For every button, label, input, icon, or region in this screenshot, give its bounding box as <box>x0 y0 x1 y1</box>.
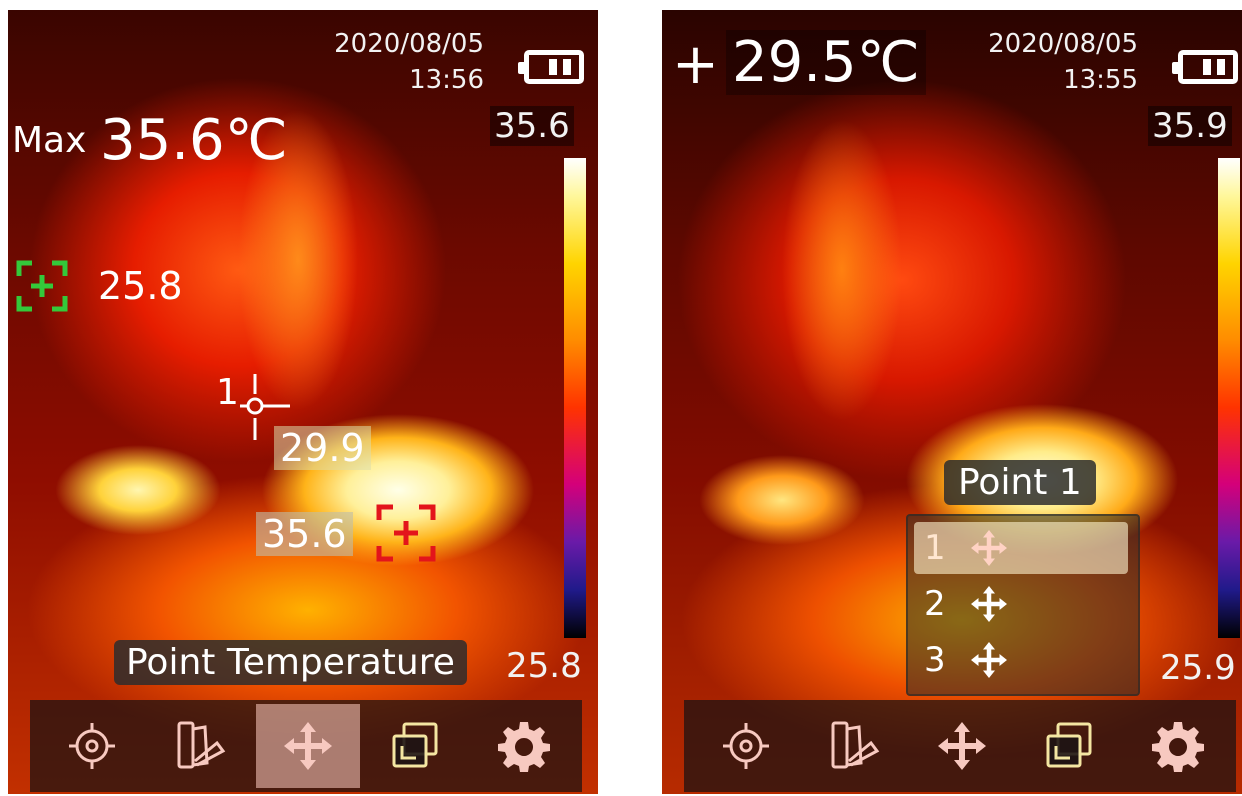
point-1-label: 1 <box>216 372 239 413</box>
point-menu-item-label: 1 <box>924 528 946 568</box>
scale-max-value: 35.9 <box>1148 106 1232 146</box>
move-icon <box>284 722 332 770</box>
datetime: 2020/08/05 13:55 <box>958 26 1138 98</box>
battery-icon <box>1172 50 1238 84</box>
gear-icon <box>498 722 550 772</box>
thermal-screen-right: 2020/08/05 13:55 + 29.5℃ 35.9 25.9 Point… <box>662 10 1242 794</box>
center-crosshair-sign: + <box>672 32 719 97</box>
date-text: 2020/08/05 <box>334 29 484 59</box>
point-menu-item-2[interactable]: 2 <box>914 578 1128 630</box>
date-text: 2020/08/05 <box>988 29 1138 59</box>
palette-button[interactable] <box>802 704 906 788</box>
settings-button[interactable] <box>472 704 576 788</box>
image-gallery-icon <box>392 722 438 768</box>
hot-spot-marker[interactable] <box>376 504 436 562</box>
target-button[interactable] <box>694 704 798 788</box>
target-icon <box>69 723 115 769</box>
thermal-screen-left: 2020/08/05 13:56 Max 35.6℃ 35.6 25.8 25.… <box>8 10 598 794</box>
move-icon <box>971 586 1007 622</box>
color-scale-bar <box>1218 158 1240 638</box>
gallery-button[interactable] <box>364 704 468 788</box>
bottom-toolbar <box>684 700 1236 792</box>
datetime: 2020/08/05 13:56 <box>304 26 484 98</box>
move-button[interactable] <box>256 704 360 788</box>
point-select-menu: 1 2 3 <box>906 514 1140 696</box>
point-menu-item-label: 3 <box>924 640 946 680</box>
max-temperature: 35.6℃ <box>100 108 288 173</box>
max-label: Max <box>12 120 87 161</box>
scale-min-value: 25.8 <box>506 646 582 686</box>
time-text: 13:56 <box>409 65 484 95</box>
center-temperature: 29.5℃ <box>726 30 926 95</box>
move-icon <box>971 642 1007 678</box>
point-crosshair-icon[interactable] <box>220 370 290 440</box>
color-scale-bar <box>564 158 586 638</box>
settings-button[interactable] <box>1126 704 1230 788</box>
hot-spot-reading: 35.6 <box>256 512 353 556</box>
point-menu-item-3[interactable]: 3 <box>914 634 1128 686</box>
move-icon <box>971 530 1007 566</box>
image-gallery-icon <box>1046 722 1092 768</box>
scale-min-value: 25.9 <box>1160 648 1236 688</box>
battery-icon <box>518 50 584 84</box>
scale-max-value: 35.6 <box>490 106 574 146</box>
time-text: 13:55 <box>1063 65 1138 95</box>
point-1-reading: 29.9 <box>274 426 371 470</box>
move-button[interactable] <box>910 704 1014 788</box>
mode-toast: Point Temperature <box>114 640 467 685</box>
cold-spot-icon <box>16 260 68 312</box>
point-menu-item-label: 2 <box>924 584 946 624</box>
cold-spot-reading: 25.8 <box>98 264 183 308</box>
target-button[interactable] <box>40 704 144 788</box>
gallery-button[interactable] <box>1018 704 1122 788</box>
move-icon <box>938 722 986 770</box>
palette-icon <box>177 721 226 769</box>
cold-spot-marker[interactable] <box>16 260 68 312</box>
point-menu-title: Point 1 <box>944 460 1096 505</box>
point-menu-item-1[interactable]: 1 <box>914 522 1128 574</box>
target-icon <box>723 723 769 769</box>
palette-button[interactable] <box>148 704 252 788</box>
gear-icon <box>1152 722 1204 772</box>
palette-icon <box>831 721 880 769</box>
hot-spot-icon <box>376 504 436 562</box>
bottom-toolbar <box>30 700 582 792</box>
